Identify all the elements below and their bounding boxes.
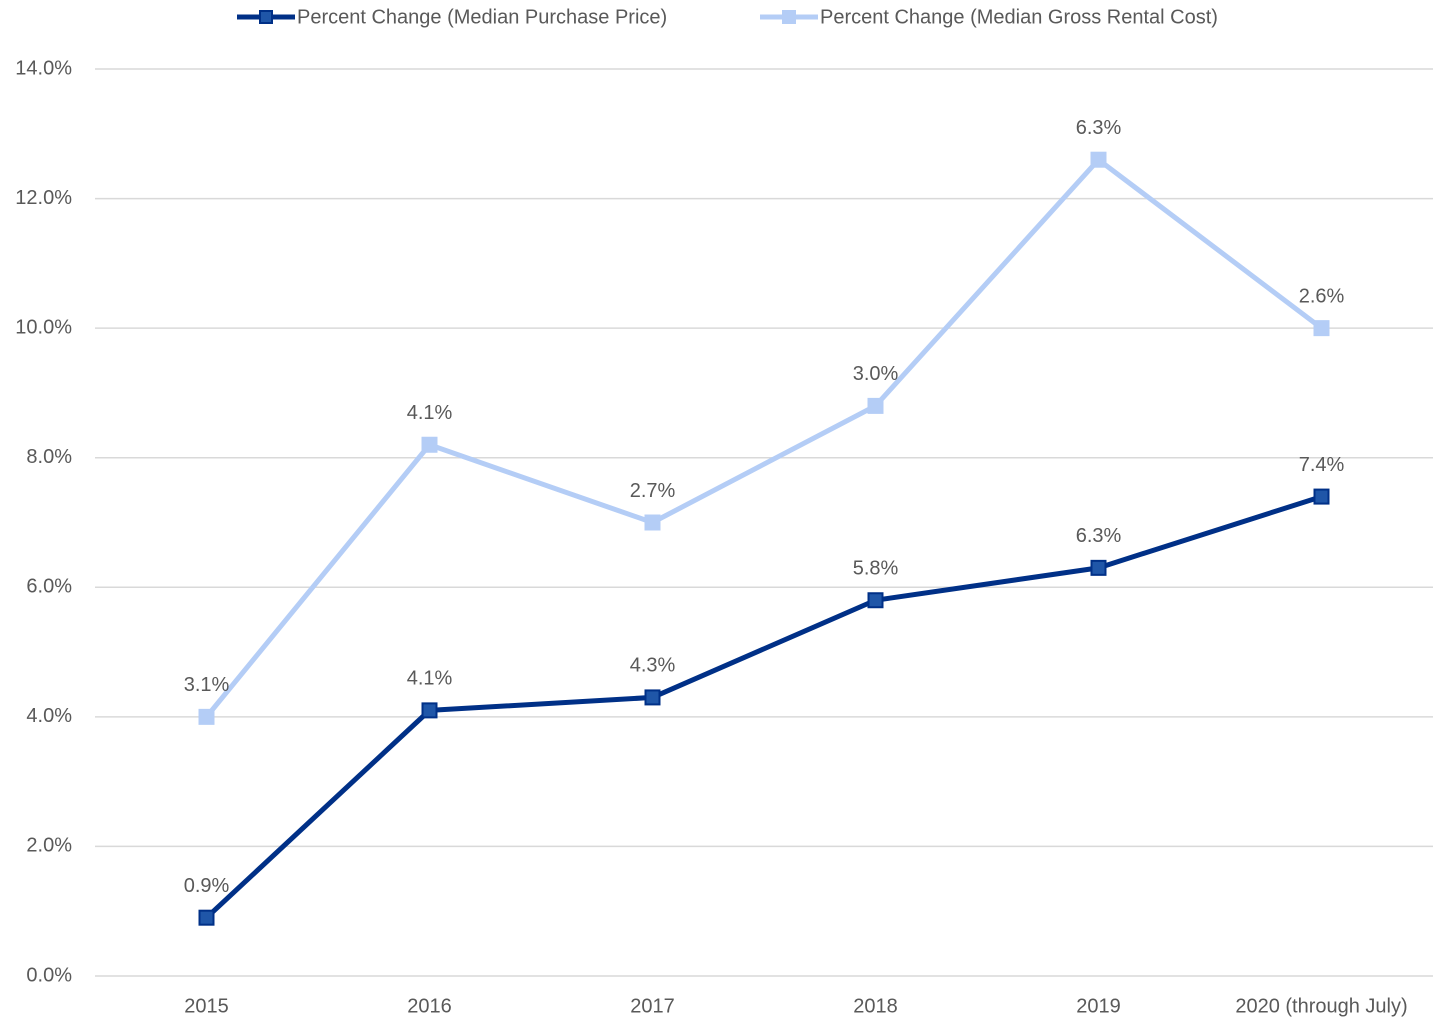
- y-tick-label: 0.0%: [26, 964, 72, 986]
- data-label: 7.4%: [1299, 454, 1345, 476]
- point-marker: [1090, 559, 1107, 576]
- point-marker: [867, 397, 884, 414]
- y-tick-label: 14.0%: [15, 57, 72, 79]
- data-label: 0.9%: [184, 875, 230, 897]
- point-marker: [644, 689, 661, 706]
- data-label: 3.1%: [184, 674, 230, 696]
- y-tick-label: 10.0%: [15, 316, 72, 338]
- legend-marker: [782, 10, 796, 24]
- data-label: 2.7%: [630, 480, 676, 502]
- data-label: 5.8%: [853, 558, 899, 580]
- point-marker: [1313, 488, 1330, 505]
- x-tick-label: 2015: [184, 995, 229, 1017]
- series-line: [204, 494, 1323, 920]
- data-label: 4.1%: [407, 402, 453, 424]
- point-marker: [198, 708, 215, 725]
- point-marker: [1090, 151, 1107, 168]
- data-label: 3.0%: [853, 363, 899, 385]
- point-marker: [421, 436, 438, 453]
- legend-label: Percent Change (Median Gross Rental Cost…: [820, 6, 1218, 28]
- x-tick-label: 2018: [853, 995, 898, 1017]
- data-label: 4.1%: [407, 668, 453, 690]
- y-tick-label: 6.0%: [26, 576, 72, 598]
- data-label: 2.6%: [1299, 285, 1345, 307]
- legend-label: Percent Change (Median Purchase Price): [297, 6, 667, 28]
- point-marker: [198, 909, 215, 926]
- x-tick-label: 2019: [1076, 995, 1121, 1017]
- series-line: [204, 157, 1324, 719]
- x-tick-label: 2017: [630, 995, 675, 1017]
- y-tick-label: 8.0%: [26, 446, 72, 468]
- y-tick-label: 12.0%: [15, 187, 72, 209]
- data-label: 6.3%: [1076, 525, 1122, 547]
- point-marker: [1313, 320, 1330, 337]
- point-marker: [867, 592, 884, 609]
- point-marker: [644, 514, 661, 531]
- x-tick-label: 2016: [407, 995, 452, 1017]
- x-tick-label: 2020 (through July): [1235, 995, 1407, 1017]
- y-tick-label: 4.0%: [26, 705, 72, 727]
- legend-marker: [259, 10, 273, 24]
- point-marker: [421, 702, 438, 719]
- y-tick-label: 2.0%: [26, 835, 72, 857]
- data-label: 6.3%: [1076, 117, 1122, 139]
- data-label: 4.3%: [630, 655, 676, 677]
